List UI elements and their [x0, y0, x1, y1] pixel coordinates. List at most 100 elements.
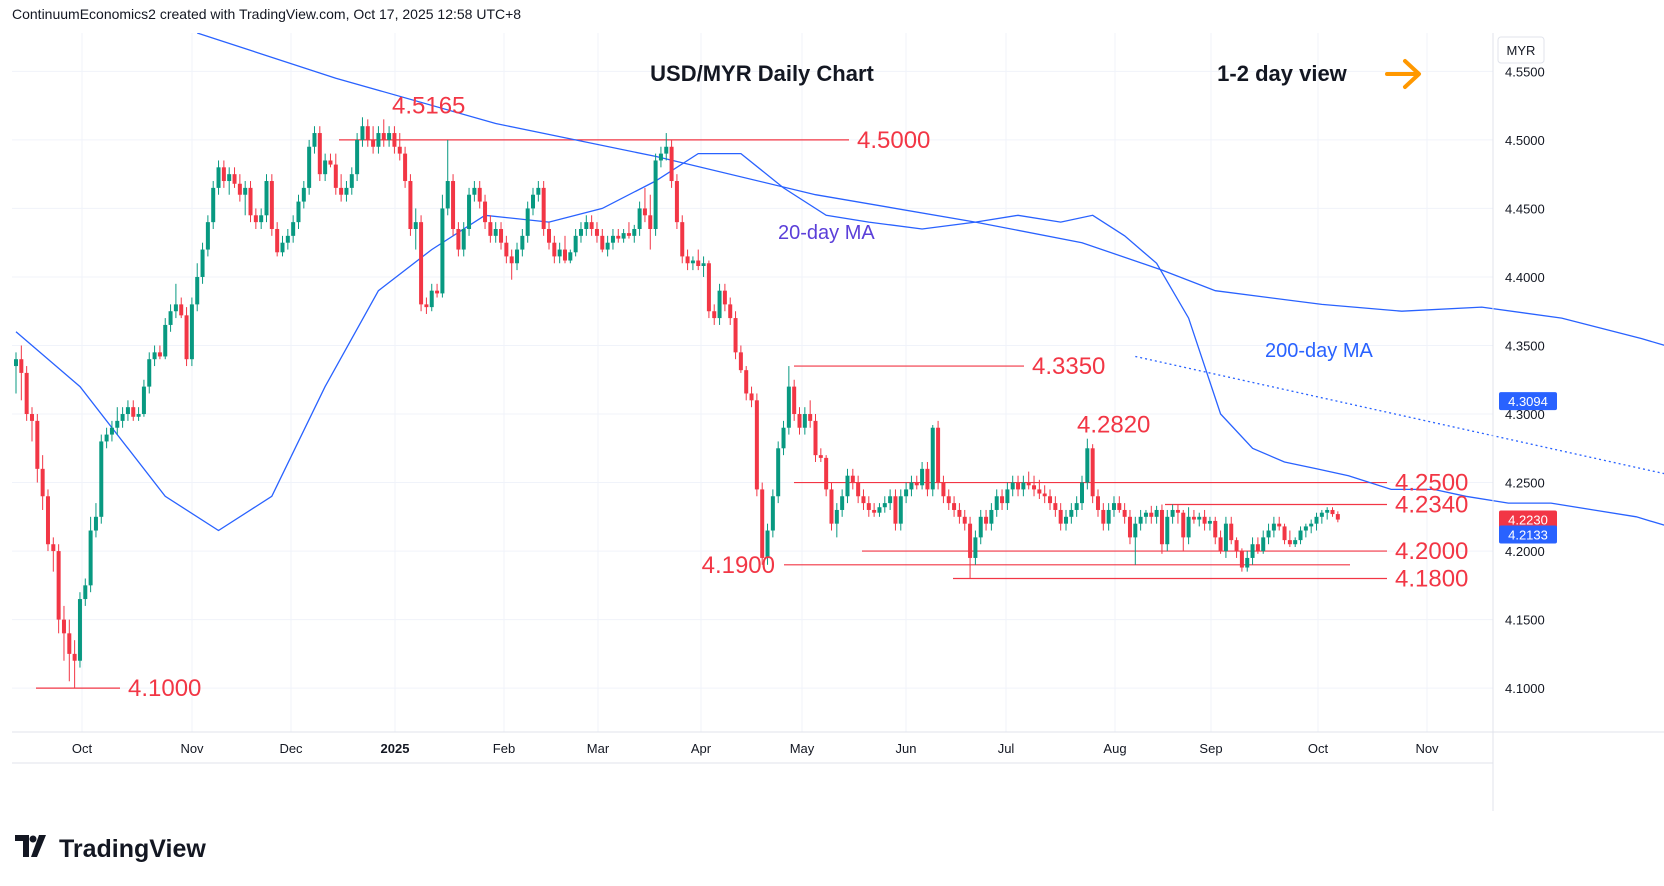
candle — [696, 249, 701, 271]
candle — [1229, 516, 1234, 545]
candle — [253, 208, 258, 229]
candle — [488, 215, 493, 243]
candle-body — [291, 222, 296, 236]
candle — [856, 475, 861, 504]
x-tick-label: May — [790, 741, 815, 756]
candle-body — [1074, 503, 1079, 510]
candle — [445, 139, 450, 216]
candle — [1319, 509, 1324, 524]
candle-body — [824, 457, 829, 490]
candle-body — [1133, 523, 1138, 538]
candle-body — [664, 146, 669, 154]
price-tag — [1499, 510, 1557, 529]
candle — [1282, 523, 1287, 545]
candle — [978, 509, 983, 545]
candle-body — [573, 235, 578, 253]
candle — [813, 414, 818, 462]
candle-body — [467, 194, 472, 229]
x-tick-label: Feb — [493, 741, 515, 756]
candle-body — [1000, 496, 1005, 504]
candle-body — [717, 290, 722, 319]
candle-body — [45, 496, 50, 545]
price-chart[interactable]: 4.5165 4.5000 4.3350 4.2820 4.2500 4.2340 4.20… — [12, 33, 1664, 811]
candle — [893, 489, 898, 531]
candle-body — [1053, 503, 1058, 510]
candle-body — [600, 235, 605, 250]
candle — [621, 228, 626, 243]
candle — [733, 311, 738, 360]
candle — [1143, 509, 1148, 524]
candle-body — [845, 475, 850, 497]
candle — [536, 181, 541, 202]
price-tag — [1499, 525, 1557, 544]
candle — [1069, 503, 1074, 524]
candle — [968, 516, 973, 579]
candle — [573, 228, 578, 257]
candle-body — [365, 126, 370, 140]
candle-body — [749, 393, 754, 401]
candle-body — [440, 208, 445, 294]
candle-body — [834, 509, 839, 524]
candle — [291, 215, 296, 243]
x-tick-label: Dec — [279, 741, 303, 756]
candle — [163, 318, 168, 360]
candle — [301, 181, 306, 209]
candle-body — [1191, 516, 1196, 520]
level-label: 4.2000 — [1395, 538, 1468, 565]
candle-body — [1213, 520, 1218, 538]
candle — [861, 489, 866, 510]
chart-canvas[interactable]: 4.51654.50004.33504.28204.25004.23404.20… — [12, 33, 1664, 811]
candle-body — [83, 585, 88, 600]
candle — [1175, 504, 1180, 524]
candle — [616, 228, 621, 243]
currency-tag[interactable] — [1497, 36, 1545, 64]
candle-body — [760, 489, 765, 558]
candle-body — [312, 133, 317, 147]
candle-body — [578, 228, 583, 236]
x-tick-label: Mar — [587, 741, 610, 756]
candle — [1330, 507, 1335, 517]
candle — [994, 489, 999, 517]
candle-body — [280, 242, 285, 253]
candle — [1245, 551, 1250, 572]
candle-body — [435, 290, 440, 294]
candle — [461, 222, 466, 257]
candle-body — [1319, 512, 1324, 517]
candle — [664, 133, 669, 161]
candle — [189, 297, 194, 367]
candle-body — [333, 164, 338, 188]
y-tick-label: 4.4000 — [1505, 270, 1545, 285]
candle-body — [19, 359, 24, 373]
candle-body — [802, 414, 807, 428]
candle-body — [381, 133, 386, 140]
candle-body — [141, 386, 146, 415]
candle — [1223, 516, 1228, 558]
candle — [1042, 485, 1047, 504]
candle-body — [850, 475, 855, 483]
candle-body — [674, 181, 679, 223]
price-tag-label: 4.2133 — [1508, 528, 1548, 543]
candle-body — [605, 242, 610, 250]
candle — [344, 181, 349, 202]
candle — [280, 235, 285, 257]
candle-body — [1149, 512, 1154, 517]
candle-body — [1159, 509, 1164, 545]
candle — [941, 475, 946, 504]
candle-body — [157, 352, 162, 357]
candle-body — [1016, 482, 1021, 490]
candle-body — [429, 290, 434, 308]
candle — [760, 482, 765, 565]
candle — [749, 386, 754, 408]
candle-body — [861, 496, 866, 504]
candle-body — [179, 304, 184, 316]
candle-body — [669, 146, 674, 182]
tradingview-logo[interactable]: TradingView — [15, 835, 206, 864]
candle — [525, 201, 530, 243]
candle-body — [243, 187, 248, 195]
candle-body — [419, 222, 424, 305]
candle-body — [728, 304, 733, 319]
candle-body — [1335, 514, 1340, 520]
candle — [674, 174, 679, 229]
candle-body — [893, 496, 898, 524]
